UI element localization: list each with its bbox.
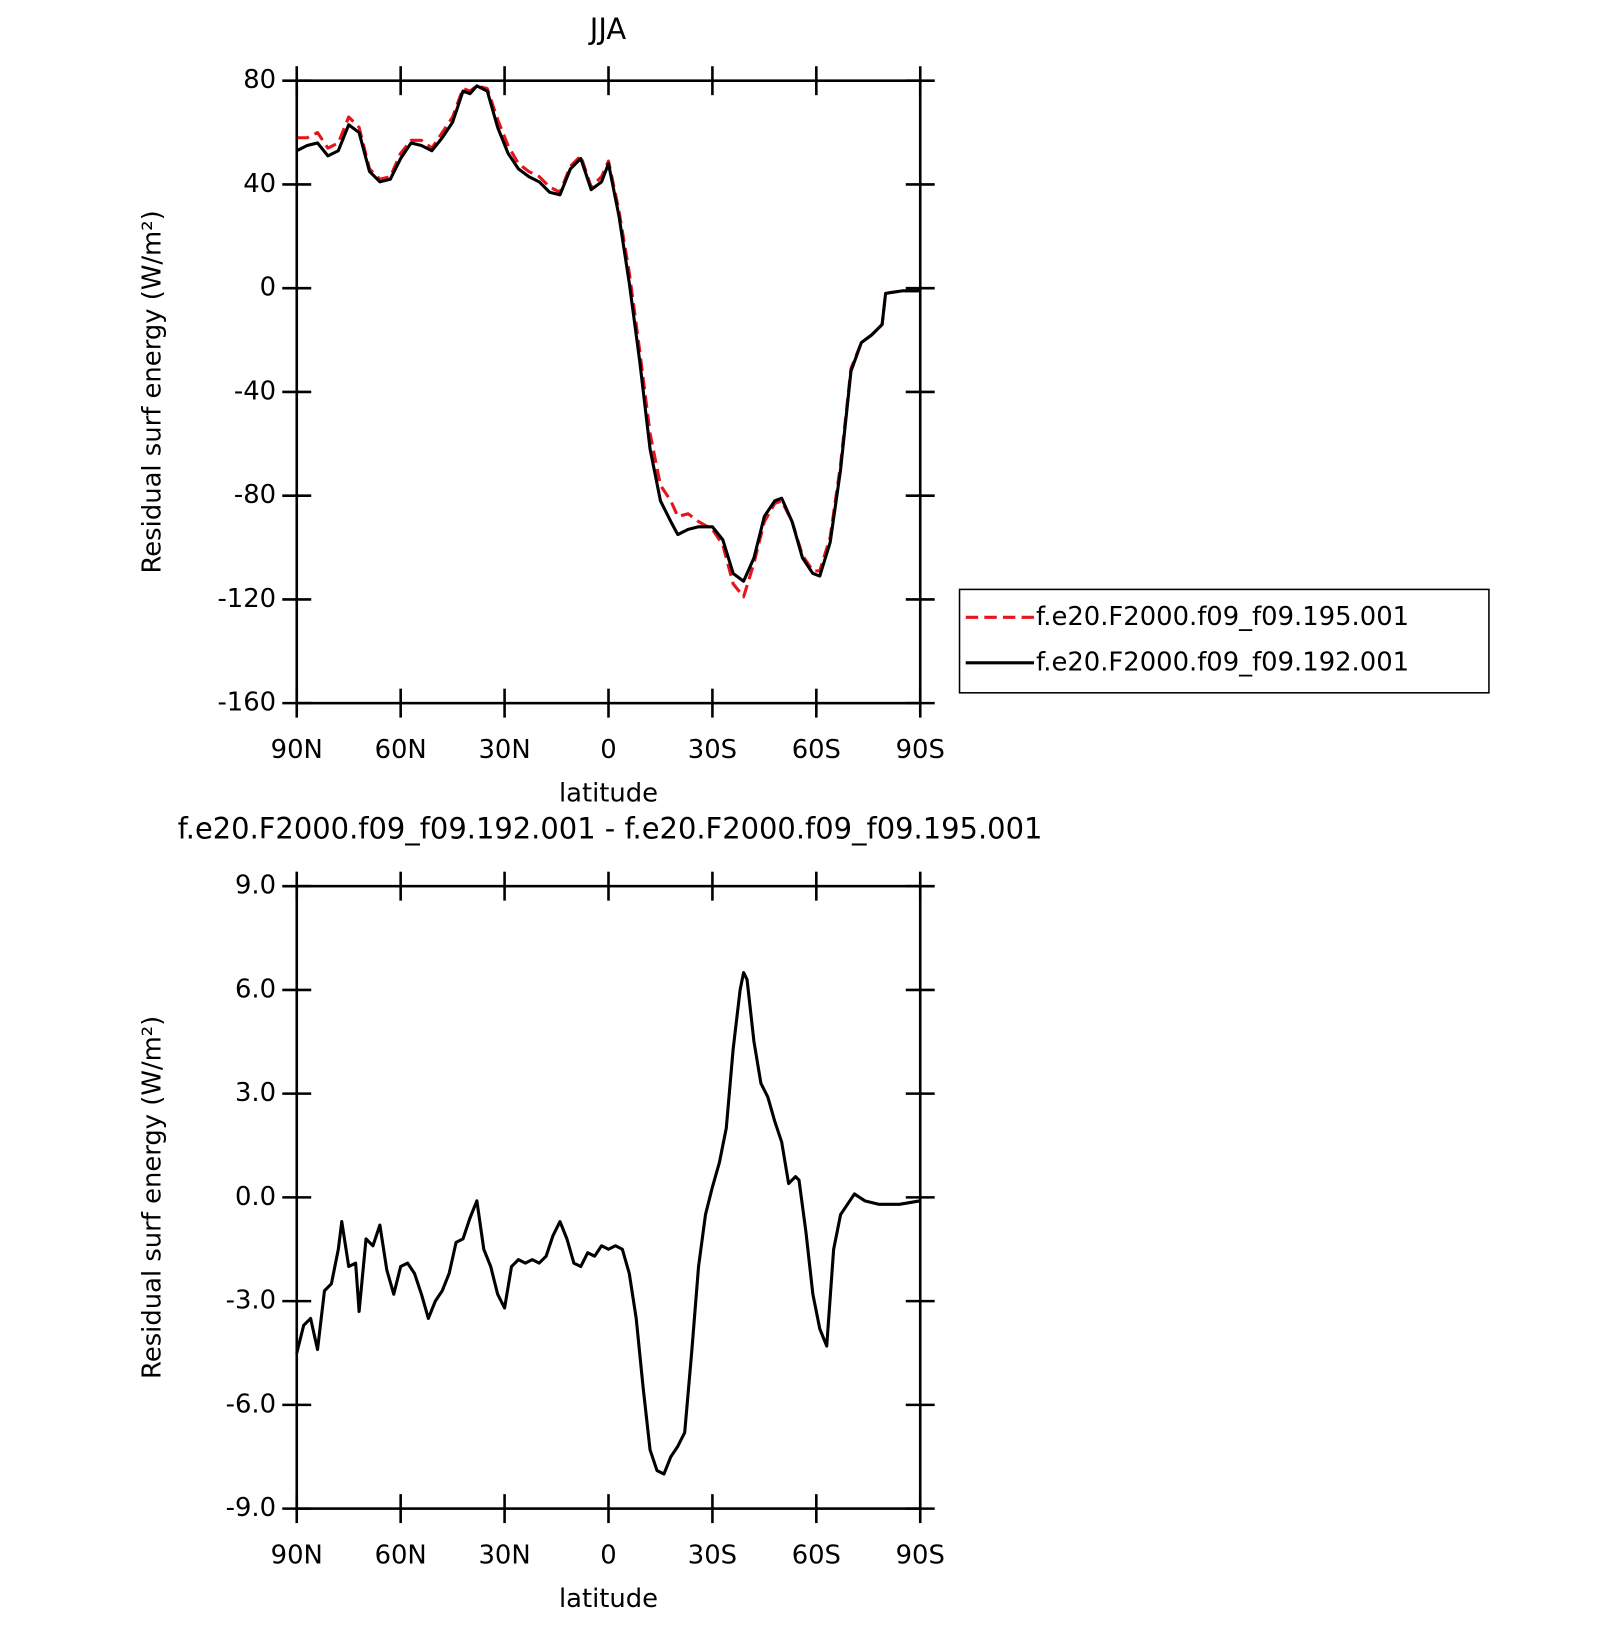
y-tick-label: -160: [217, 688, 276, 718]
x-tick-label: 90S: [896, 1541, 945, 1571]
plot-frame: [295, 884, 922, 1510]
x-axis-label: latitude: [559, 779, 658, 809]
x-tick-label: 30N: [478, 1541, 530, 1571]
x-tick-label: 0: [600, 735, 616, 765]
y-axis-label: Residual surf energy (W/m²): [138, 210, 168, 573]
legend-label: f.e20.F2000.f09_f09.195.001: [1036, 602, 1409, 632]
y-tick-label: -6.0: [226, 1389, 276, 1419]
x-tick-label: 30S: [688, 735, 737, 765]
data-line: [296, 84, 921, 583]
plot-frame: [295, 79, 922, 705]
y-tick-label: -9.0: [226, 1493, 276, 1523]
x-tick-label: 90S: [896, 735, 945, 765]
y-axis-label: Residual surf energy (W/m²): [138, 1016, 168, 1379]
y-tick-label: -3.0: [226, 1286, 276, 1316]
x-tick-label: 60N: [375, 1541, 427, 1571]
y-tick-label: 0.0: [235, 1182, 276, 1212]
chart-title: f.e20.F2000.f09_f09.192.001 - f.e20.F200…: [178, 811, 1043, 845]
x-tick-label: 0: [600, 1541, 616, 1571]
y-tick-label: 6.0: [235, 974, 276, 1004]
x-tick-label: 60S: [792, 735, 841, 765]
y-tick-label: 40: [243, 169, 276, 199]
y-tick-label: 9.0: [235, 871, 276, 901]
y-tick-label: 80: [243, 65, 276, 95]
y-tick-label: -80: [234, 480, 276, 510]
data-line: [295, 971, 921, 1476]
x-tick-label: 30N: [478, 735, 530, 765]
y-tick-label: -120: [217, 584, 276, 614]
y-tick-label: -40: [234, 376, 276, 406]
x-tick-label: 60N: [375, 735, 427, 765]
legend-box: [958, 588, 1490, 694]
data-line: [296, 84, 921, 599]
chart-title: JJA: [588, 12, 627, 46]
x-tick-label: 90N: [271, 735, 323, 765]
x-tick-label: 90N: [271, 1541, 323, 1571]
y-tick-label: 0: [260, 273, 276, 303]
x-tick-label: 30S: [688, 1541, 737, 1571]
x-tick-label: 60S: [792, 1541, 841, 1571]
x-axis-label: latitude: [559, 1584, 658, 1614]
legend-label: f.e20.F2000.f09_f09.192.001: [1036, 647, 1409, 677]
y-tick-label: 3.0: [235, 1078, 276, 1108]
